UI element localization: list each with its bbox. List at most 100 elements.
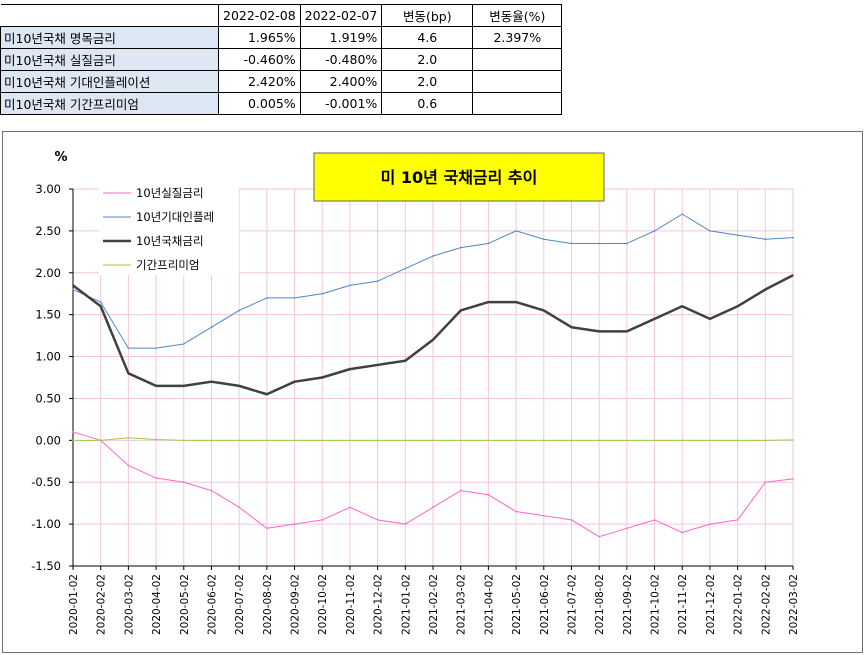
series-point bbox=[709, 439, 711, 442]
table-header-bp: 변동(bp) bbox=[381, 4, 474, 27]
chart-frame: 3.00 2.50 2.00 1.50 1.00 0.50 0.00 -0.50 -1.00 -1… bbox=[2, 131, 863, 653]
series-point bbox=[792, 478, 794, 480]
table-header-pct: 변동율(%) bbox=[472, 4, 563, 27]
series-point bbox=[709, 230, 711, 232]
row-label: 미10년국채 명목금리 bbox=[0, 26, 219, 49]
row-value-date1: -0.460% bbox=[218, 48, 301, 71]
y-tick-label: 0.50 bbox=[35, 391, 61, 405]
x-tick-label: 2020-02-02 bbox=[96, 574, 108, 635]
table-row: 미10년국채 실질금리 -0.460% -0.480% 2.0 bbox=[0, 48, 563, 71]
series-point bbox=[376, 280, 379, 282]
series-point bbox=[515, 439, 517, 442]
series-point bbox=[626, 439, 628, 442]
table-header-date2: 2022-02-07 bbox=[299, 4, 383, 27]
series-point bbox=[293, 380, 296, 383]
series-point bbox=[709, 318, 711, 320]
series-point bbox=[293, 439, 296, 442]
rates-table: 2022-02-08 2022-02-07 변동(bp) 변동율(%) 미10년… bbox=[0, 4, 563, 115]
series-point bbox=[432, 506, 434, 509]
series-point bbox=[321, 376, 324, 379]
series-point bbox=[293, 297, 296, 299]
series-point bbox=[653, 519, 656, 521]
series-point bbox=[72, 439, 74, 442]
table-row: 미10년국채 명목금리 1.965% 1.919% 4.6 2.397% bbox=[0, 26, 563, 49]
series-point bbox=[764, 238, 767, 241]
series-point bbox=[736, 519, 739, 521]
series-point bbox=[459, 246, 462, 249]
series-point bbox=[155, 477, 157, 479]
table-corner-cell bbox=[0, 4, 219, 27]
series-point bbox=[598, 535, 600, 538]
series-point bbox=[515, 230, 517, 232]
row-change-bp: 2.0 bbox=[381, 48, 474, 71]
row-label: 미10년국채 기간프리미엄 bbox=[0, 92, 219, 115]
row-label: 미10년국채 실질금리 bbox=[0, 48, 219, 71]
row-value-date2: -0.001% bbox=[299, 92, 383, 115]
y-tick-label: -1.00 bbox=[31, 517, 61, 531]
row-change-bp: 2.0 bbox=[381, 70, 474, 93]
series-point bbox=[487, 439, 490, 442]
series-point bbox=[127, 347, 130, 349]
row-change-pct bbox=[472, 48, 563, 71]
series-point bbox=[681, 439, 684, 442]
series-point bbox=[266, 527, 268, 530]
series-point bbox=[598, 242, 600, 245]
series-point bbox=[321, 292, 324, 295]
series-point bbox=[99, 301, 102, 303]
series-point bbox=[266, 439, 268, 442]
series-point bbox=[515, 510, 517, 513]
row-change-bp: 0.6 bbox=[381, 92, 474, 115]
series-point bbox=[238, 439, 240, 442]
series-point bbox=[432, 339, 434, 341]
row-change-bp: 4.6 bbox=[381, 26, 474, 49]
series-point bbox=[542, 238, 545, 241]
legend-box bbox=[99, 179, 239, 275]
series-point bbox=[515, 301, 517, 303]
series-point bbox=[598, 330, 600, 333]
x-tick-label: 2021-08-02 bbox=[594, 574, 606, 635]
series-point bbox=[432, 439, 434, 442]
series-point bbox=[653, 439, 656, 442]
x-tick-label: 2020-11-02 bbox=[345, 574, 357, 635]
y-tick-label: 3.00 bbox=[35, 182, 61, 196]
series-point bbox=[736, 305, 739, 308]
series-point bbox=[736, 439, 739, 442]
y-axis-label: % bbox=[54, 150, 67, 165]
series-point bbox=[182, 439, 185, 442]
series-point bbox=[210, 380, 213, 383]
x-tick-label: 2021-02-02 bbox=[428, 574, 440, 635]
x-tick-label: 2020-06-02 bbox=[206, 574, 218, 635]
legend-entry: 기간프리미엄 bbox=[136, 258, 199, 272]
series-point bbox=[459, 309, 462, 312]
series-point bbox=[792, 439, 794, 441]
series-point bbox=[182, 481, 185, 484]
x-tick-label: 2022-02-02 bbox=[760, 574, 772, 635]
y-tick-label: 2.50 bbox=[35, 224, 61, 238]
series-point bbox=[210, 326, 213, 329]
row-value-date2: 1.919% bbox=[299, 26, 383, 49]
row-value-date1: 2.420% bbox=[218, 70, 301, 93]
series-point bbox=[542, 514, 545, 517]
row-value-date2: -0.480% bbox=[299, 48, 383, 71]
series-point bbox=[570, 439, 573, 442]
y-tick-label: 2.00 bbox=[35, 266, 61, 280]
series-point bbox=[238, 309, 240, 312]
series-point bbox=[626, 527, 628, 530]
x-tick-label: 2021-05-02 bbox=[511, 574, 523, 635]
series-point bbox=[293, 523, 296, 525]
x-tick-label: 2021-10-02 bbox=[650, 574, 662, 635]
series-point bbox=[681, 305, 684, 308]
series-point bbox=[127, 437, 130, 439]
legend-entry: 10년국채금리 bbox=[136, 234, 204, 248]
series-point bbox=[349, 368, 351, 370]
row-change-pct bbox=[472, 92, 563, 115]
series-point bbox=[155, 347, 157, 349]
series-point bbox=[598, 439, 600, 442]
x-tick-label: 2020-09-02 bbox=[290, 574, 302, 635]
legend-entry: 10년기대인플레 bbox=[136, 210, 214, 224]
series-point bbox=[155, 385, 157, 387]
table-row: 미10년국채 기간프리미엄 0.005% -0.001% 0.6 bbox=[0, 92, 563, 115]
series-point bbox=[570, 242, 573, 245]
x-tick-label: 2022-01-02 bbox=[733, 574, 745, 635]
chart-title-box bbox=[313, 152, 605, 202]
